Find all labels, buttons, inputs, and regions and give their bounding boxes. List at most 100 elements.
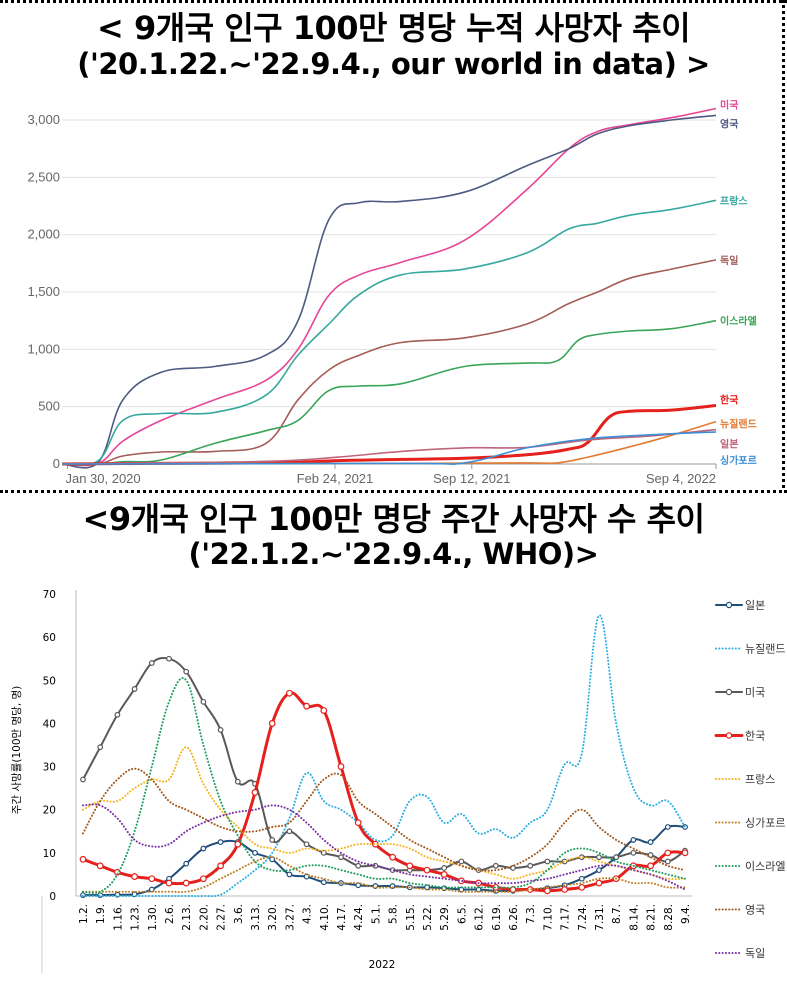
data-point	[320, 707, 328, 714]
series-line-독일	[61, 259, 717, 466]
x-tick-label: 3.13.	[250, 904, 262, 931]
data-point	[303, 702, 311, 710]
data-point	[234, 840, 242, 848]
legend-label: 이스라엘	[745, 860, 785, 873]
chart2-title-line2: ('22.1.2.~'22.9.4., WHO)>	[188, 537, 599, 571]
x-tick-label: 8.21.	[646, 904, 658, 931]
series-line-프랑스	[61, 199, 717, 466]
x-tick-label: 3.20.	[267, 904, 279, 931]
x-tick-label: 6.26.	[508, 904, 520, 931]
data-point	[458, 858, 465, 865]
x-tick-label: 7.17.	[560, 904, 572, 931]
x-tick-label: 5.22.	[422, 904, 434, 931]
data-point	[286, 689, 293, 697]
x-tick-label: 8.28.	[663, 904, 675, 931]
data-point	[492, 862, 499, 869]
data-point	[199, 875, 207, 883]
series-line-영국	[61, 114, 717, 469]
data-point	[114, 711, 121, 718]
y-tick-label: 3,000	[27, 112, 60, 127]
x-axis-label: 2022	[369, 959, 396, 971]
data-point	[578, 883, 586, 891]
legend-marker	[725, 732, 733, 739]
x-tick-label: 8.7.	[611, 904, 623, 924]
data-point	[217, 862, 225, 870]
series-line-뉴질랜드	[61, 420, 717, 465]
x-tick-label: 7.31.	[594, 904, 606, 931]
series-end-label: 싱가포르	[720, 454, 757, 467]
data-point	[354, 819, 362, 827]
x-tick-label: 7.3.	[525, 904, 537, 924]
legend-marker	[725, 688, 733, 696]
data-point	[200, 698, 207, 705]
legend-label: 영국	[745, 904, 765, 917]
data-point	[441, 865, 448, 871]
data-point	[200, 845, 207, 852]
x-tick-label: 1.30.	[147, 904, 159, 931]
x-tick-label: 3.6.	[233, 904, 245, 924]
data-point	[234, 778, 241, 785]
data-point	[544, 858, 551, 865]
series-line-영국	[82, 767, 686, 872]
data-point	[166, 655, 172, 662]
data-point	[630, 837, 637, 843]
data-point	[355, 862, 362, 869]
x-tick-label: 4.3.	[302, 904, 314, 924]
data-point	[80, 776, 86, 783]
data-point	[97, 744, 104, 751]
y-tick-label: 0	[49, 891, 56, 903]
y-tick-label: 1,000	[27, 341, 60, 356]
data-point	[148, 875, 156, 883]
data-point	[269, 837, 276, 843]
series-line-일본	[61, 428, 717, 465]
data-point	[320, 849, 327, 856]
data-point	[251, 789, 259, 796]
x-tick-label: 9.4.	[680, 904, 692, 924]
x-tick-label: 5.1.	[370, 904, 382, 924]
data-point	[183, 860, 190, 867]
series-line-뉴질랜드	[82, 614, 686, 898]
x-tick-label: Feb 24, 2021	[297, 471, 374, 486]
series-line-한국	[81, 691, 687, 893]
legend-label: 싱가포르	[745, 817, 785, 830]
data-point	[664, 858, 671, 865]
data-point	[286, 828, 293, 835]
x-tick-label: 8.14.	[628, 904, 640, 931]
dotted-top-border	[0, 0, 787, 6]
weekly-deaths-chart: 0 10 20 30 40 50 60 70 주간 사망률(100만 명당, 명) 1.2. 1.9…	[11, 589, 785, 973]
data-point	[165, 879, 173, 887]
data-point	[647, 862, 654, 870]
data-point	[647, 839, 654, 845]
data-point	[252, 849, 258, 856]
data-point	[217, 839, 224, 845]
y-tick-label: 70	[43, 589, 56, 601]
legend-label: 일본	[745, 598, 765, 612]
y-tick-label: 60	[43, 632, 56, 644]
x-tick-label: 5.8.	[388, 904, 400, 924]
data-point	[596, 867, 602, 874]
y-tick-label: 10	[43, 848, 56, 860]
legend-label: 프랑스	[745, 773, 775, 786]
series-line-싱가포르	[61, 431, 717, 465]
x-tick-label: 6.19.	[491, 904, 503, 931]
series-line-이스라엘	[61, 319, 717, 465]
data-point	[217, 726, 224, 733]
series-end-label: 한국	[720, 395, 738, 407]
x-tick-label: 2.13.	[181, 904, 193, 931]
data-point	[595, 879, 603, 887]
chart2-title-line1: <9개국 인구 100만 명당 주간 사망자 수 추이	[82, 500, 705, 538]
x-tick-label: 1.2.	[78, 904, 90, 924]
x-tick-label: 1.23.	[130, 904, 142, 931]
data-point	[389, 853, 397, 861]
series-end-label: 독일	[720, 254, 738, 267]
data-point	[338, 854, 344, 861]
legend-label: 뉴질랜드	[745, 643, 785, 656]
x-tick-label: 4.24.	[353, 904, 365, 931]
series-end-label: 뉴질랜드	[720, 418, 757, 431]
x-tick-label: 5.15.	[405, 904, 417, 931]
series-end-label: 일본	[720, 438, 738, 451]
x-tick-label: 4.10.	[319, 904, 331, 931]
dotted-right-border	[782, 0, 785, 488]
x-tick-label: 2.27.	[216, 904, 228, 931]
data-point	[681, 849, 689, 857]
